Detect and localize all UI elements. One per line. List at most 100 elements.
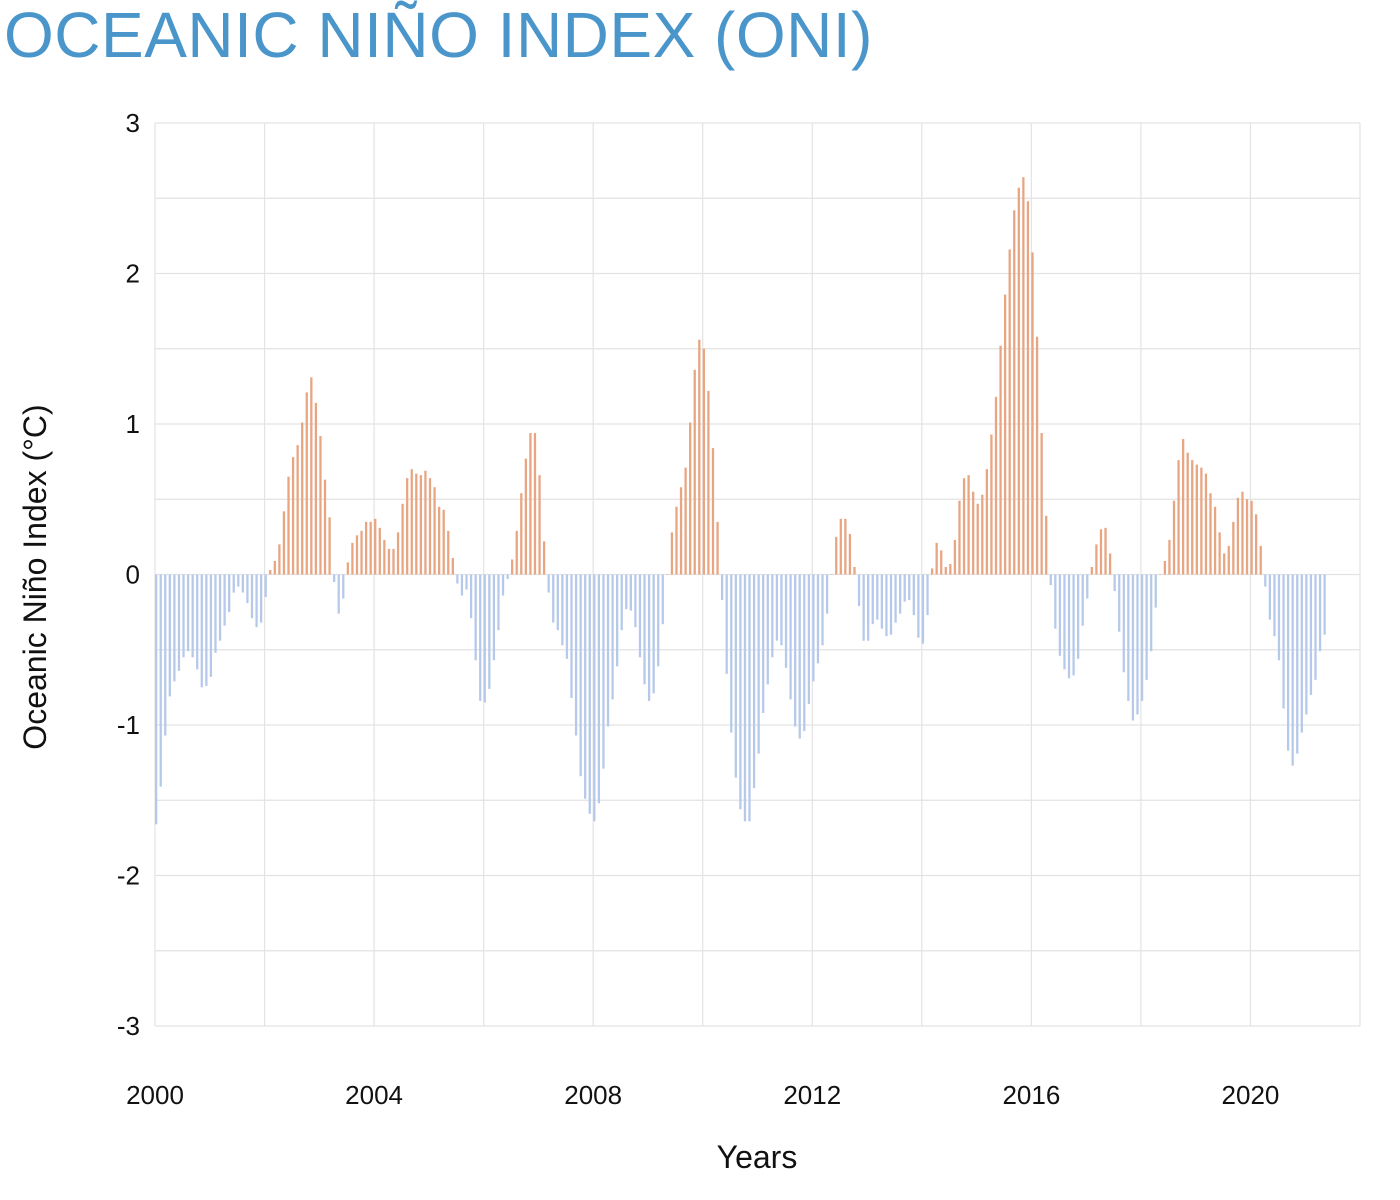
bar-negative xyxy=(730,574,733,733)
bar-negative xyxy=(214,574,217,653)
y-tick-label: 2 xyxy=(126,259,140,289)
bar-positive xyxy=(944,566,947,575)
bar-positive xyxy=(1099,529,1103,575)
bar-negative xyxy=(1318,574,1322,652)
bar-positive xyxy=(319,436,322,575)
bar-negative xyxy=(1131,574,1135,721)
bar-negative xyxy=(611,574,614,700)
bar-negative xyxy=(1054,574,1057,629)
bar-positive xyxy=(967,475,970,575)
x-tick-label: 2000 xyxy=(126,1080,184,1110)
bar-negative xyxy=(155,574,158,825)
bar-positive xyxy=(985,469,989,575)
bar-negative xyxy=(456,574,459,584)
bar-positive xyxy=(278,544,281,575)
bar-negative xyxy=(1273,574,1276,637)
bar-negative xyxy=(1086,574,1089,599)
bar-negative xyxy=(474,574,477,661)
bar-positive xyxy=(972,491,975,575)
bar-positive xyxy=(511,559,514,575)
bar-negative xyxy=(816,574,820,664)
bar-positive xyxy=(1168,539,1171,575)
bar-negative xyxy=(173,574,176,682)
bar-positive xyxy=(301,422,304,575)
bar-negative xyxy=(1072,574,1075,676)
y-tick-label: -1 xyxy=(117,710,140,740)
bar-negative xyxy=(342,574,345,599)
y-tick-label: -2 xyxy=(117,861,140,891)
bar-positive xyxy=(1031,252,1034,575)
bar-positive xyxy=(1040,433,1043,575)
bar-negative xyxy=(223,574,226,626)
bar-positive xyxy=(287,476,290,575)
bar-negative xyxy=(812,574,815,682)
bar-positive xyxy=(410,469,413,575)
bar-positive xyxy=(1095,544,1098,575)
bar-positive xyxy=(401,503,404,575)
bar-negative xyxy=(241,574,245,593)
bar-negative xyxy=(857,574,861,607)
bar-positive xyxy=(1172,500,1176,575)
bar-positive xyxy=(1236,497,1240,575)
bar-positive xyxy=(415,473,418,575)
bar-positive xyxy=(940,550,943,575)
bar-negative xyxy=(1309,574,1313,695)
bar-negative xyxy=(333,574,336,583)
bar-negative xyxy=(606,574,610,727)
bar-negative xyxy=(1268,574,1271,620)
bar-positive xyxy=(1227,545,1230,575)
bar-negative xyxy=(574,574,578,736)
bar-positive xyxy=(1026,201,1030,575)
bar-negative xyxy=(501,574,505,596)
bar-positive xyxy=(853,566,856,575)
bar-positive xyxy=(1108,553,1112,575)
bar-negative xyxy=(1323,574,1326,635)
bar-negative xyxy=(803,574,806,732)
bar-negative xyxy=(766,574,769,685)
bar-positive xyxy=(328,517,331,575)
bar-negative xyxy=(789,574,792,700)
bar-negative xyxy=(579,574,582,777)
bar-negative xyxy=(912,574,915,616)
bar-positive xyxy=(1177,460,1180,575)
bar-negative xyxy=(497,574,500,631)
bar-negative xyxy=(602,574,605,769)
bar-negative xyxy=(259,574,263,623)
bar-negative xyxy=(867,574,870,641)
bar-negative xyxy=(1296,574,1299,754)
bar-negative xyxy=(917,574,920,638)
bar-positive xyxy=(1218,532,1221,575)
bar-negative xyxy=(889,574,893,635)
bar-positive xyxy=(711,448,715,575)
bar-negative xyxy=(588,574,591,814)
bar-positive xyxy=(1003,294,1007,575)
bar-positive xyxy=(1245,499,1249,575)
bar-positive xyxy=(693,369,696,575)
bar-negative xyxy=(205,574,208,686)
bar-negative xyxy=(780,574,783,646)
bar-negative xyxy=(798,574,801,739)
bar-negative xyxy=(168,574,171,697)
bar-negative xyxy=(734,574,737,778)
bar-positive xyxy=(296,445,299,575)
bar-negative xyxy=(894,574,897,623)
bar-negative xyxy=(908,574,911,601)
bar-positive xyxy=(1255,514,1258,575)
bar-positive xyxy=(529,433,532,575)
bar-negative xyxy=(232,574,235,593)
bar-positive xyxy=(689,422,692,575)
bar-negative xyxy=(903,574,906,602)
bar-positive xyxy=(684,467,687,575)
bar-positive xyxy=(369,521,372,575)
bar-positive xyxy=(670,532,674,575)
bar-positive xyxy=(990,434,993,575)
bar-negative xyxy=(469,574,473,619)
bar-negative xyxy=(492,574,496,661)
bar-negative xyxy=(1314,574,1317,680)
bar-positive xyxy=(1104,527,1107,575)
y-tick-label: -3 xyxy=(117,1011,140,1041)
bar-negative xyxy=(643,574,646,685)
bar-negative xyxy=(191,574,194,658)
bar-negative xyxy=(246,574,249,604)
